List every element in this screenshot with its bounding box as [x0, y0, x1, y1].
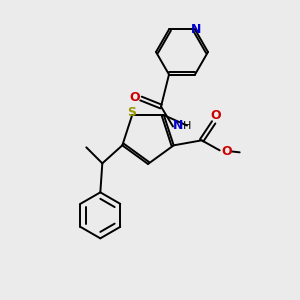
Text: O: O [130, 91, 140, 104]
Text: O: O [221, 145, 232, 158]
Text: N: N [173, 119, 183, 132]
Text: H: H [183, 121, 191, 130]
Text: N: N [191, 23, 201, 36]
Text: O: O [210, 109, 221, 122]
Text: S: S [127, 106, 136, 119]
